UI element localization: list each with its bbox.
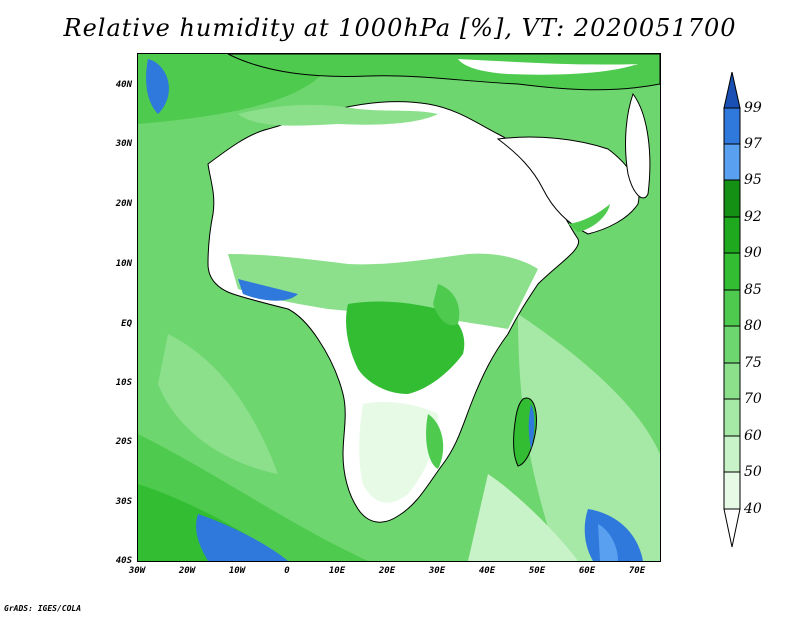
colorbar-label-75: 75 (744, 355, 762, 371)
colorbar-label-90: 90 (744, 245, 762, 261)
colorbar-bin-95-97 (723, 143, 741, 181)
lon-label-40e: 40E (478, 566, 496, 576)
colorbar-label-99: 99 (744, 100, 762, 116)
colorbar-bottom-arrow (723, 508, 741, 548)
congo-basin (346, 301, 465, 394)
colorbar-bin-92-95 (723, 179, 741, 218)
colorbar-bin-75-80 (723, 325, 741, 364)
lat-label-40s: 40S (115, 556, 132, 566)
colorbar-bin-60-70 (723, 398, 741, 437)
lon-label-20e: 20E (378, 566, 396, 576)
ocean-band-east (518, 314, 660, 561)
colorbar-label-85: 85 (744, 282, 762, 298)
lat-label-30n: 30N (115, 139, 132, 149)
mozambique-humid (426, 414, 444, 469)
lat-label-40n: 40N (115, 80, 132, 90)
europe-interior-dry (458, 59, 638, 75)
lon-label-30e: 30E (428, 566, 446, 576)
humid-patch-southwest (196, 514, 288, 561)
lat-label-20n: 20N (115, 199, 132, 209)
lon-label-60e: 60E (578, 566, 596, 576)
colorbar-label-50: 50 (744, 464, 762, 480)
colorbar (723, 71, 741, 552)
lon-label-20w: 20W (178, 566, 196, 576)
sahel-green-belt (228, 253, 538, 329)
lat-label-eq: EQ (121, 319, 132, 329)
lat-label-20s: 20S (115, 437, 132, 447)
europe-edge (227, 54, 660, 91)
map-title: Relative humidity at 1000hPa [%], VT: 20… (63, 14, 737, 42)
humidity-map (137, 53, 661, 562)
humid-patch-southeast (584, 509, 643, 561)
lon-label-10w: 10W (228, 566, 246, 576)
lon-label-70e: 70E (628, 566, 646, 576)
colorbar-label-92: 92 (744, 209, 762, 225)
software-credit: GrADS: IGES/COLA (4, 604, 82, 613)
east-africa-humid (433, 284, 460, 326)
lon-label-10e: 10E (328, 566, 346, 576)
colorbar-label-95: 95 (744, 172, 762, 188)
india-edge (625, 92, 651, 199)
madagascar-humid-coast (528, 404, 535, 449)
humid-patch-northwest (146, 59, 169, 114)
humid-patch-southeast-light (598, 524, 618, 561)
colorbar-label-97: 97 (744, 136, 762, 152)
colorbar-label-40: 40 (744, 501, 762, 517)
mediterranean-coast (238, 104, 438, 126)
lon-label-30w: 30W (128, 566, 146, 576)
colorbar-bin-70-75 (723, 362, 741, 400)
colorbar-bin-85-90 (723, 252, 741, 291)
lon-label-0: 0 (284, 566, 290, 576)
arabia-south-coast-humid (568, 204, 610, 232)
colorbar-label-70: 70 (744, 391, 762, 407)
atlantic-drier-patch (158, 334, 278, 474)
lon-label-50e: 50E (528, 566, 546, 576)
colorbar-bin-80-85 (723, 289, 741, 327)
colorbar-bin-90-92 (723, 216, 741, 254)
colorbar-bin-40-50 (723, 471, 741, 510)
colorbar-label-80: 80 (744, 318, 762, 334)
gulf-guinea-humid (238, 279, 298, 301)
southern-africa-dry (359, 402, 438, 503)
colorbar-bin-97-99 (723, 107, 741, 145)
colorbar-bin-50-60 (723, 435, 741, 473)
lat-label-10s: 10S (115, 378, 132, 388)
lat-label-30s: 30S (115, 497, 132, 507)
lat-label-10n: 10N (115, 259, 132, 269)
colorbar-label-60: 60 (744, 428, 762, 444)
colorbar-top-arrow (723, 71, 741, 109)
indian-ocean-drier-patch (468, 474, 578, 561)
